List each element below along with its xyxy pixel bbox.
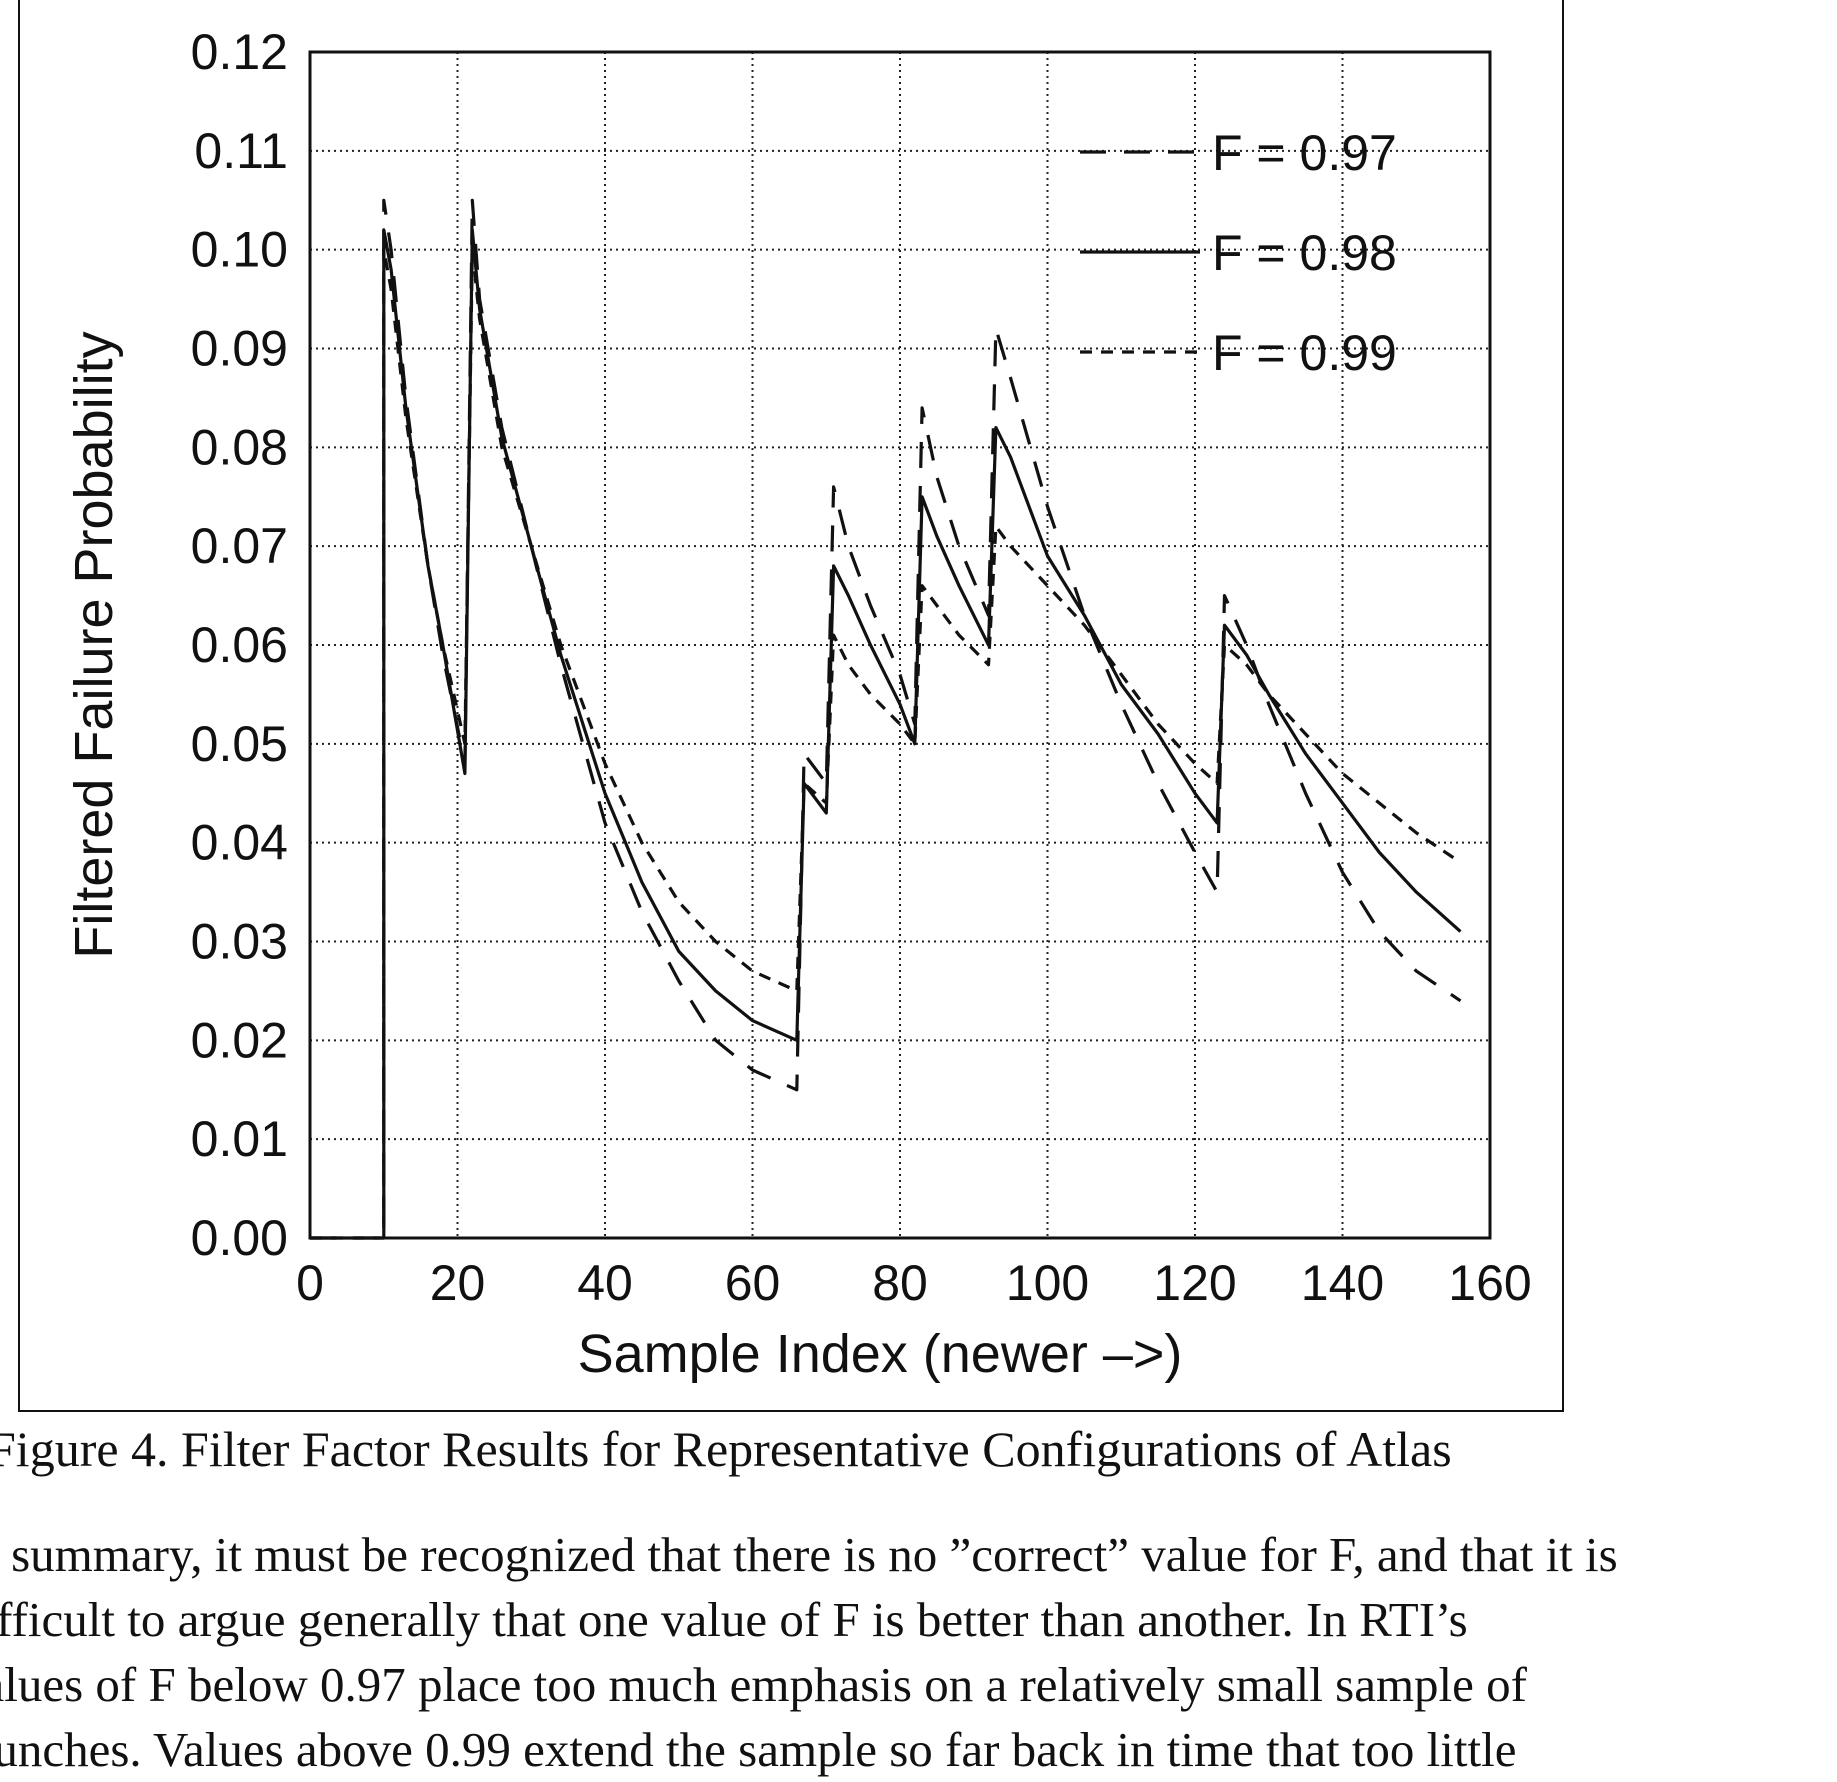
figure-caption: Figure 4. Filter Factor Results for Repr… [0,1421,1452,1477]
body-line: values of F below 0.97 place too much em… [0,1657,1527,1712]
legend: F = 0.97 F = 0.98 F = 0.99 [1080,125,1397,381]
x-axis-ticks: 0 20 40 60 80 100 120 140 160 [296,1255,1532,1311]
y-tick-label: 0.00 [191,1210,288,1266]
figure-frame [18,0,1564,1412]
y-tick-label: 0.05 [191,716,288,772]
body-line: In summary, it must be recognized that t… [0,1527,1618,1582]
y-tick-label: 0.06 [191,617,288,673]
x-tick-label: 0 [296,1255,324,1311]
legend-label: F = 0.98 [1212,225,1397,281]
grid-layer [310,52,1490,1238]
y-tick-label: 0.01 [191,1111,288,1167]
y-tick-label: 0.04 [191,815,288,871]
x-tick-label: 140 [1301,1255,1384,1311]
y-axis-title: Filtered Failure Probability [64,331,124,958]
x-tick-label: 160 [1448,1255,1531,1311]
x-axis-title: Sample Index (newer –>) [578,1324,1183,1384]
x-tick-label: 120 [1153,1255,1236,1311]
body-line: difficult to argue generally that one va… [0,1592,1468,1647]
y-tick-label: 0.11 [194,123,288,179]
y-tick-label: 0.03 [191,914,288,970]
body-paragraph: In summary, it must be recognized that t… [0,1522,1788,1782]
series-layer [310,198,1462,1240]
legend-label: F = 0.99 [1212,325,1397,381]
y-tick-label: 0.02 [191,1012,288,1068]
series-line [310,228,1462,1240]
plot-area [308,50,1492,1240]
legend-label: F = 0.97 [1212,125,1397,181]
x-tick-label: 80 [872,1255,928,1311]
x-tick-label: 20 [430,1255,486,1311]
y-tick-label: 0.12 [191,24,288,80]
y-tick-label: 0.07 [191,518,288,574]
x-tick-label: 60 [725,1255,781,1311]
y-tick-label: 0.10 [191,222,288,278]
y-tick-label: 0.09 [191,321,288,377]
y-tick-label: 0.08 [191,419,288,475]
y-axis-ticks: 0.00 0.01 0.02 0.03 0.04 0.05 0.06 0.07 0.08 0.09… [191,24,288,1266]
x-tick-label: 100 [1006,1255,1089,1311]
body-line: launches. Values above 0.99 extend the s… [0,1722,1517,1777]
x-tick-label: 40 [577,1255,633,1311]
series-line [310,248,1462,1240]
filter-factor-chart: 0 20 40 60 80 100 120 140 160 0.000.010.020.030.… [64,24,1532,1384]
